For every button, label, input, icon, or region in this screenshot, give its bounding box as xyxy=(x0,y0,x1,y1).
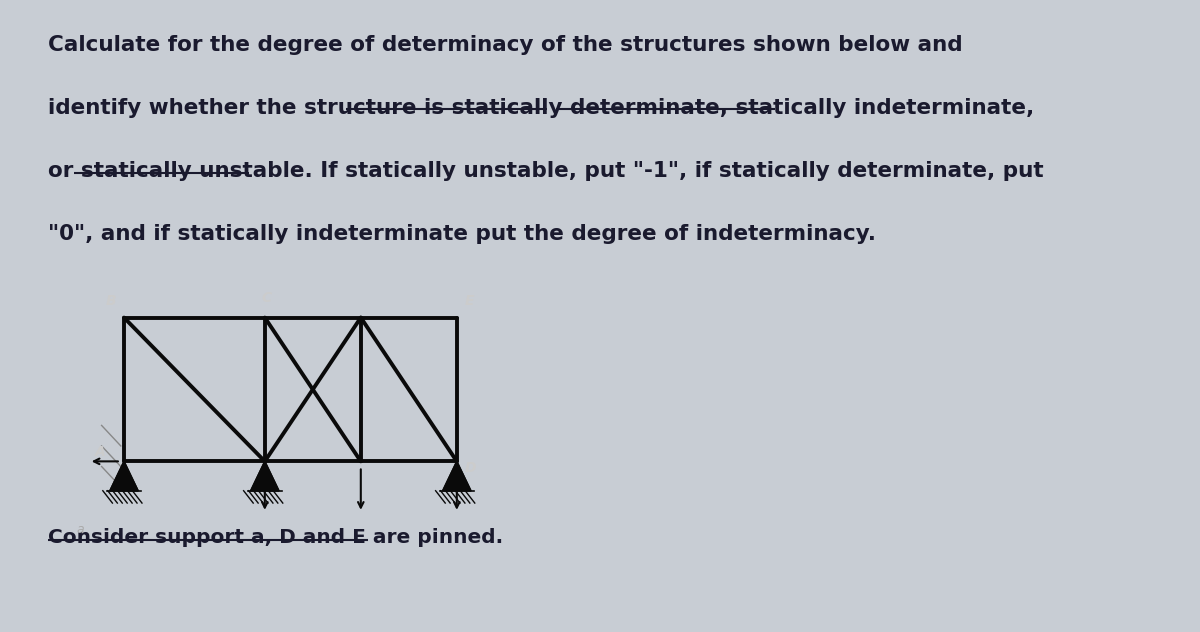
Polygon shape xyxy=(251,461,278,490)
Text: Consider support a, D and E are pinned.: Consider support a, D and E are pinned. xyxy=(48,528,503,547)
Text: a: a xyxy=(76,523,84,536)
Polygon shape xyxy=(110,461,138,490)
Text: A: A xyxy=(95,445,106,459)
Text: "0", and if statically indeterminate put the degree of indeterminacy.: "0", and if statically indeterminate put… xyxy=(48,224,876,245)
Polygon shape xyxy=(443,461,470,490)
Text: D: D xyxy=(464,461,476,475)
Text: E: E xyxy=(464,295,474,308)
Text: identify whether the structure is statically determinate, statically indetermina: identify whether the structure is static… xyxy=(48,98,1034,118)
Text: Calculate for the degree of determinacy of the structures shown below and: Calculate for the degree of determinacy … xyxy=(48,35,962,55)
Text: B: B xyxy=(106,295,116,308)
Text: or statically unstable. If statically unstable, put "-1", if statically determin: or statically unstable. If statically un… xyxy=(48,161,1044,181)
Text: C: C xyxy=(262,291,271,305)
